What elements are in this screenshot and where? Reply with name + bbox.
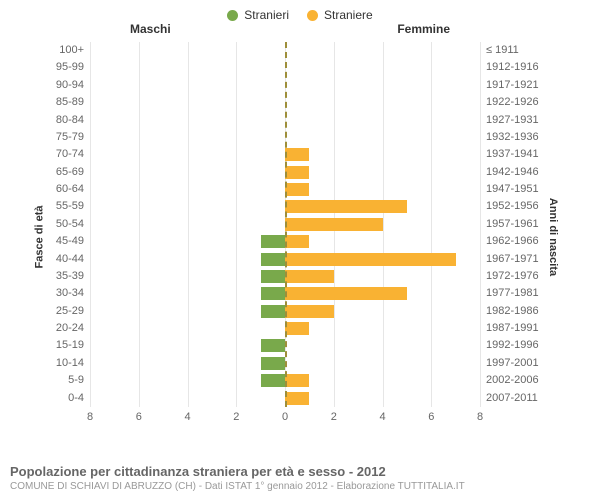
birth-label: 1917-1921 <box>480 77 539 94</box>
bar-female <box>285 235 309 248</box>
bar-female <box>285 392 309 405</box>
circle-icon <box>227 10 238 21</box>
x-tick: 2 <box>233 407 239 423</box>
birth-label: 1952-1956 <box>480 198 539 215</box>
bar-male <box>261 357 285 370</box>
legend-label-female: Straniere <box>324 8 373 22</box>
footer: Popolazione per cittadinanza straniera p… <box>10 464 590 492</box>
birth-label: 1962-1966 <box>480 233 539 250</box>
birth-label: 1982-1986 <box>480 303 539 320</box>
birth-label: 1927-1931 <box>480 112 539 129</box>
x-tick: 6 <box>136 407 142 423</box>
birth-label: 1972-1976 <box>480 268 539 285</box>
birth-label: 1937-1941 <box>480 146 539 163</box>
age-label: 80-84 <box>56 112 90 129</box>
bar-male <box>261 339 285 352</box>
plot: 864202468100+≤ 191195-991912-191690-9419… <box>90 42 480 407</box>
bar-female <box>285 218 383 231</box>
birth-label: 1912-1916 <box>480 59 539 76</box>
bar-male <box>261 253 285 266</box>
header-male: Maschi <box>130 22 171 36</box>
legend-item-female: Straniere <box>307 8 373 22</box>
legend-item-male: Stranieri <box>227 8 289 22</box>
x-tick: 8 <box>477 407 483 423</box>
age-label: 50-54 <box>56 216 90 233</box>
age-label: 85-89 <box>56 94 90 111</box>
age-label: 25-29 <box>56 303 90 320</box>
y-axis-title-right: Anni di nascita <box>547 198 559 276</box>
chart-area: Fasce di età Anni di nascita 86420246810… <box>50 42 540 432</box>
age-label: 35-39 <box>56 268 90 285</box>
bar-male <box>261 374 285 387</box>
footer-subtitle: COMUNE DI SCHIAVI DI ABRUZZO (CH) - Dati… <box>10 481 590 492</box>
bar-male <box>261 270 285 283</box>
birth-label: 2007-2011 <box>480 390 538 407</box>
x-tick: 6 <box>428 407 434 423</box>
birth-label: 1997-2001 <box>480 355 539 372</box>
birth-label: 2002-2006 <box>480 372 539 389</box>
age-label: 30-34 <box>56 285 90 302</box>
bar-female <box>285 148 309 161</box>
birth-label: 1947-1951 <box>480 181 539 198</box>
bar-female <box>285 305 334 318</box>
age-label: 20-24 <box>56 320 90 337</box>
center-line <box>285 42 287 407</box>
age-label: 90-94 <box>56 77 90 94</box>
age-label: 0-4 <box>68 390 90 407</box>
circle-icon <box>307 10 318 21</box>
x-tick: 2 <box>331 407 337 423</box>
header-female: Femmine <box>397 22 450 36</box>
birth-label: 1987-1991 <box>480 320 539 337</box>
age-label: 55-59 <box>56 198 90 215</box>
bar-male <box>261 235 285 248</box>
birth-label: 1942-1946 <box>480 164 539 181</box>
age-label: 100+ <box>59 42 90 59</box>
age-label: 5-9 <box>68 372 90 389</box>
birth-label: 1992-1996 <box>480 337 539 354</box>
birth-label: 1922-1926 <box>480 94 539 111</box>
bar-female <box>285 287 407 300</box>
x-tick: 4 <box>379 407 385 423</box>
bar-female <box>285 166 309 179</box>
column-headers: Maschi Femmine <box>0 22 600 42</box>
bar-female <box>285 270 334 283</box>
bar-male <box>261 287 285 300</box>
birth-label: 1932-1936 <box>480 129 539 146</box>
birth-label: 1967-1971 <box>480 251 539 268</box>
bar-female <box>285 183 309 196</box>
x-tick: 0 <box>282 407 288 423</box>
age-label: 10-14 <box>56 355 90 372</box>
age-label: 95-99 <box>56 59 90 76</box>
bar-female <box>285 374 309 387</box>
age-label: 15-19 <box>56 337 90 354</box>
age-label: 60-64 <box>56 181 90 198</box>
age-label: 65-69 <box>56 164 90 181</box>
y-axis-title-left: Fasce di età <box>33 206 45 269</box>
birth-label: ≤ 1911 <box>480 42 519 59</box>
age-label: 45-49 <box>56 233 90 250</box>
x-tick: 4 <box>184 407 190 423</box>
bar-male <box>261 305 285 318</box>
legend-label-male: Stranieri <box>244 8 289 22</box>
bar-female <box>285 322 309 335</box>
age-label: 70-74 <box>56 146 90 163</box>
bar-female <box>285 200 407 213</box>
age-label: 40-44 <box>56 251 90 268</box>
birth-label: 1977-1981 <box>480 285 539 302</box>
footer-title: Popolazione per cittadinanza straniera p… <box>10 464 590 479</box>
legend: Stranieri Straniere <box>0 0 600 22</box>
bar-female <box>285 253 456 266</box>
age-label: 75-79 <box>56 129 90 146</box>
x-tick: 8 <box>87 407 93 423</box>
birth-label: 1957-1961 <box>480 216 539 233</box>
